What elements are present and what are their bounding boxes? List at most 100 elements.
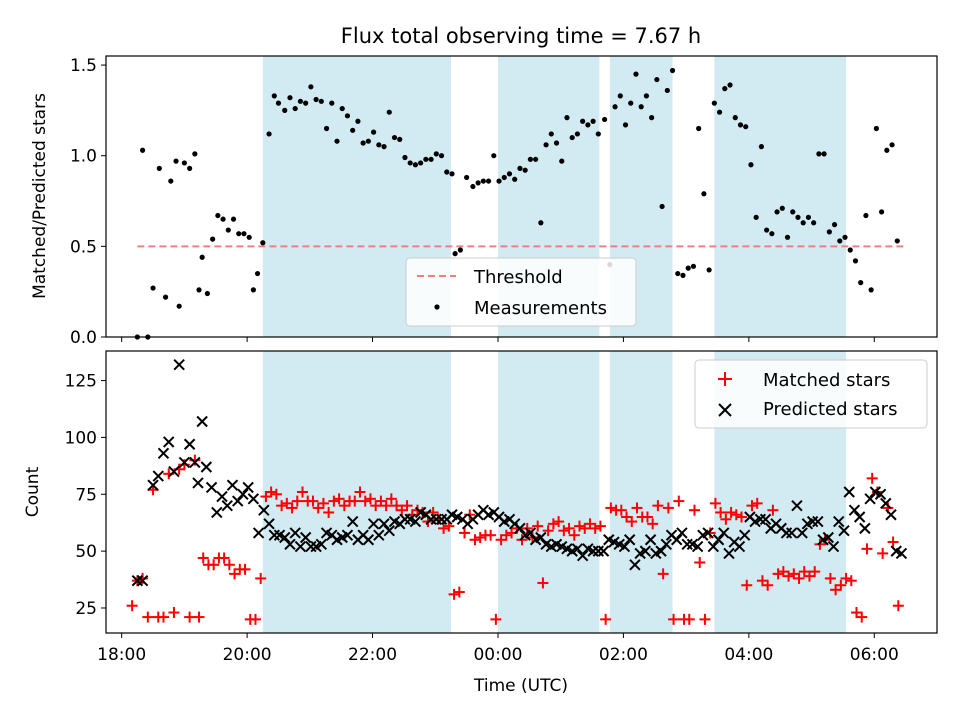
matched-star-point [845,575,857,587]
matched-star-point [168,607,180,619]
predicted-star-point [524,527,537,539]
measurement-point [858,280,864,286]
top-axes-frame [105,55,938,338]
predicted-star-point [237,488,249,500]
measurement-point [480,178,486,184]
y-tick-label: 1.0 [70,147,97,167]
predicted-star-point [131,574,144,587]
predicted-star-point [681,538,693,551]
measurement-point [564,115,570,121]
measurement-point [884,147,890,153]
measurement-point [323,125,330,132]
measurement-point [282,107,288,113]
predicted-star-point [289,527,301,539]
measurement-point [210,236,216,242]
predicted-star-point [409,515,422,528]
measurement-point [795,214,801,220]
predicted-star-point [629,559,641,571]
predicted-star-point [806,515,819,528]
matched-star-point [673,495,685,507]
predicted-star-point [315,538,328,551]
measurement-point [173,158,179,164]
x-tick-label: 00:00 [473,645,522,665]
measurement-point [701,191,707,197]
measurement-point [894,238,900,244]
measurement-point [868,287,874,293]
matched-star-point [715,506,727,518]
measurement-point [199,254,205,260]
shaded-interval [714,56,847,337]
matched-star-point [542,525,554,537]
measurement-point [643,93,650,99]
measurement-point [574,131,581,137]
predicted-star-point [430,513,443,525]
x-tick-label: 02:00 [599,645,648,665]
matched-star-point [553,516,565,528]
measurement-point [275,100,282,106]
measurement-point [748,162,754,168]
measurement-point [800,220,806,226]
matched-star-point [720,513,732,525]
predicted-star-point [785,527,798,539]
predicted-star-point [305,540,317,553]
predicted-star-point [754,513,767,525]
top-shaded-intervals [262,56,847,337]
measurement-point [428,156,434,162]
predicted-star-point [242,481,254,494]
predicted-star-point [147,479,159,491]
measurement-point [769,231,775,237]
measurement-point [344,113,351,119]
predicted-star-point [168,465,180,478]
predicted-star-point [346,515,359,528]
measurement-point [501,174,507,181]
x-axis-label: Time (UTC) [473,676,568,696]
predicted-star-point [152,470,164,482]
matched-star-point [307,495,319,507]
measurement-point [391,134,398,141]
measurement-point [260,240,266,246]
predicted-star-point [200,461,213,473]
measurement-point [680,272,686,278]
measurement-point [318,98,324,104]
matched-star-point [359,495,371,507]
measurement-point [538,220,544,226]
legend-measurements-label: Measurements [474,298,607,319]
measurement-point [685,265,691,271]
measurement-point [360,140,366,146]
matched-star-point [286,502,298,514]
predicted-star-point [252,527,265,539]
matched-star-point [688,504,700,516]
predicted-star-point [299,531,312,544]
measurement-point [669,67,676,74]
predicted-star-point [221,499,233,512]
legend-matched-label: Matched stars [763,370,890,391]
predicted-star-point [843,486,855,498]
matched-star-point [772,568,784,580]
matched-star-point [694,557,706,568]
measurement-point [168,178,174,184]
top-y-axis-label: Matched/Predicted stars [30,93,50,299]
matched-star-point [736,511,748,523]
matched-star-point [809,566,821,578]
bottom-x-ticks: 18:00 20:00 22:00 00:00 02:00 04:00 06:00 [97,633,899,665]
bottom-panel: 25 50 75 100 125 18:00 20:00 22:00 00:00 02:00 04… [23,350,938,696]
measurement-point [559,158,565,164]
predicted-star-point [827,540,840,553]
measurement-point [533,156,539,162]
predicted-star-point [341,529,354,541]
predicted-star-point [157,447,170,460]
matched-star-point [189,454,201,466]
matched-star-point [762,579,774,591]
predicted-star-point [791,499,803,512]
measurement-point [664,87,670,94]
matched-star-point [547,518,559,530]
measurement-point [553,140,560,146]
predicted-star-point [576,549,589,562]
x-tick-label: 06:00 [850,645,899,665]
predicted-star-point [780,527,793,539]
legend-matched-swatch [718,372,732,386]
measurement-point [452,251,458,257]
matched-star-point [568,529,580,541]
measurement-point [654,76,660,83]
predicted-star-point [378,518,390,530]
